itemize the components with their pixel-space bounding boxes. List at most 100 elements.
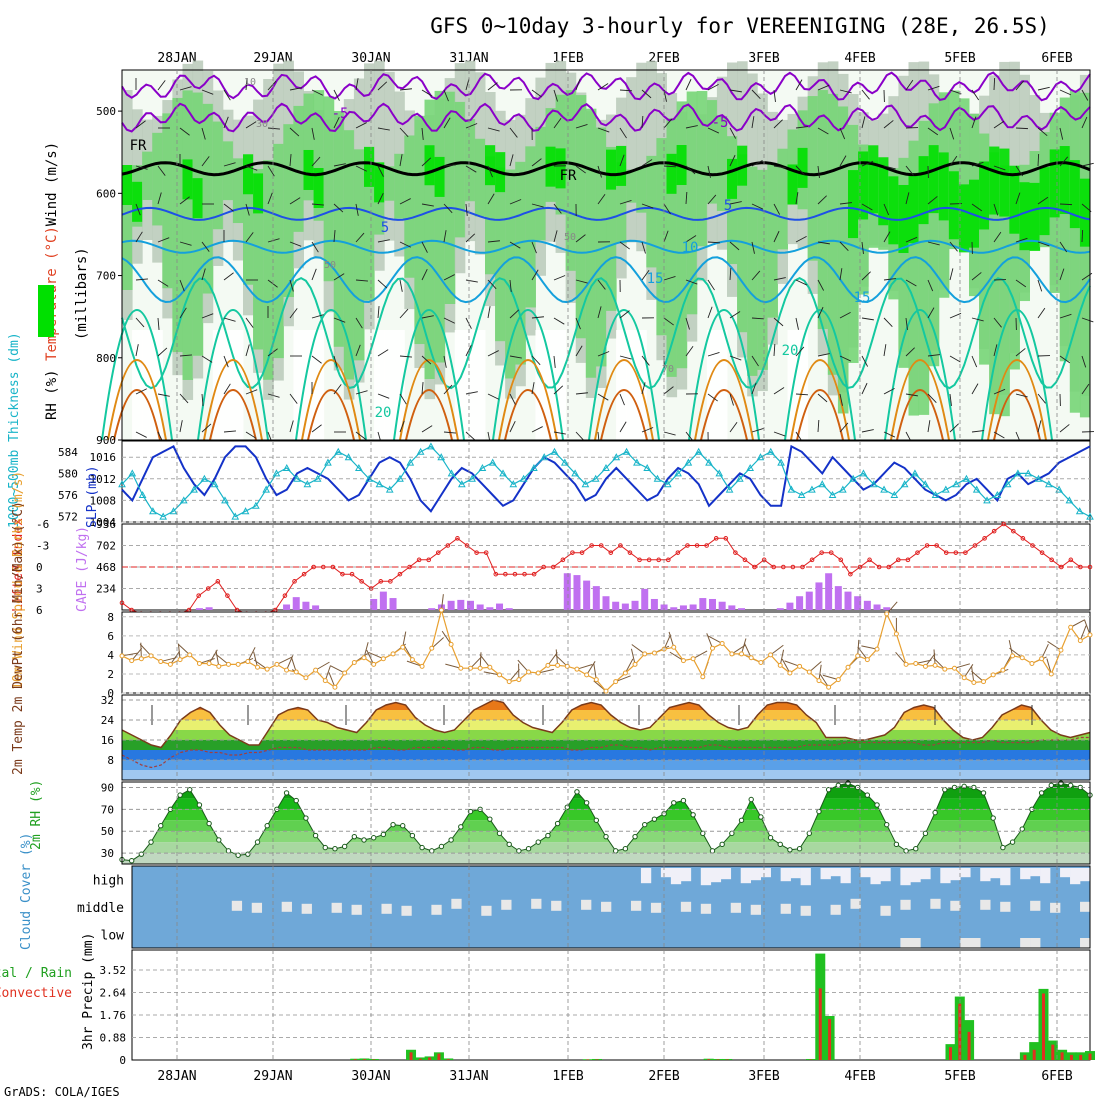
cape-bar bbox=[699, 598, 706, 610]
wind-point bbox=[982, 680, 986, 684]
cape-bar bbox=[612, 602, 619, 610]
rh-point bbox=[1039, 791, 1043, 795]
wind-point bbox=[488, 665, 492, 669]
rh-point bbox=[159, 824, 163, 828]
precip-tick-label: 2.64 bbox=[100, 986, 127, 999]
pressure-tick-label: 700 bbox=[96, 270, 116, 283]
rh-point bbox=[739, 818, 743, 822]
rh-cell bbox=[535, 127, 546, 240]
rh-cell bbox=[959, 184, 970, 252]
cloud-high-gap bbox=[841, 868, 851, 883]
rh-point bbox=[933, 810, 937, 814]
cape-bar bbox=[467, 601, 474, 610]
cloud-low-gap bbox=[1030, 938, 1040, 948]
precip-convective-bar bbox=[1033, 1050, 1036, 1060]
rh-point bbox=[914, 846, 918, 850]
wind-point bbox=[401, 645, 405, 649]
precip-convective-bar bbox=[363, 1059, 366, 1060]
wind-point bbox=[323, 679, 327, 683]
rh-point bbox=[643, 822, 647, 826]
rh-cell bbox=[435, 157, 446, 197]
precip-convective-bar bbox=[968, 1032, 971, 1060]
cloud-level-label: middle bbox=[77, 901, 124, 916]
rh-point bbox=[546, 833, 550, 837]
cloud-mid-gap bbox=[980, 900, 990, 910]
wind-point bbox=[439, 608, 443, 612]
rh-point bbox=[613, 849, 617, 853]
wind-point bbox=[923, 664, 927, 668]
rh-cell bbox=[848, 170, 859, 238]
cloud-high-gap bbox=[1020, 868, 1030, 879]
cape-bar bbox=[283, 604, 290, 610]
rh-cell bbox=[626, 330, 637, 440]
isotherm-label: 5 bbox=[724, 198, 732, 214]
temp-axis-title: 2m Temp 2m DewPt (6hr Min/Max) (°C) bbox=[11, 501, 26, 775]
top-date-label: 3FEB bbox=[748, 51, 779, 66]
wind-point bbox=[623, 671, 627, 675]
cloud-high-gap bbox=[950, 868, 960, 880]
cloud-mid-gap bbox=[1000, 902, 1010, 912]
rh-cell bbox=[455, 102, 466, 237]
rh-point bbox=[604, 834, 608, 838]
lifted-tick-label: -3 bbox=[36, 540, 49, 553]
cape-bar bbox=[390, 598, 397, 610]
rh-tick-label: 90 bbox=[101, 781, 114, 794]
rh-point bbox=[565, 805, 569, 809]
cloud-high-gap bbox=[751, 868, 761, 880]
cloud-mid-gap bbox=[681, 902, 691, 912]
wind-point bbox=[130, 659, 134, 663]
rh-point bbox=[323, 845, 327, 849]
wind-point bbox=[846, 665, 850, 669]
rh-contour-label: 50 bbox=[564, 232, 576, 243]
cloud-mid-gap bbox=[431, 905, 441, 915]
cape-bar bbox=[796, 596, 803, 610]
cape-bar bbox=[690, 604, 697, 610]
cape-bar bbox=[728, 605, 735, 610]
temp-tick-label: 32 bbox=[101, 694, 114, 707]
rh-band bbox=[122, 809, 1090, 820]
rh-cell bbox=[364, 147, 375, 187]
wind-point bbox=[1030, 661, 1034, 665]
wind-point bbox=[817, 679, 821, 683]
temp-band bbox=[122, 695, 1090, 710]
rh-point bbox=[507, 842, 511, 846]
cape-bar bbox=[293, 597, 300, 610]
rh-cell bbox=[233, 330, 244, 440]
rh-point bbox=[894, 842, 898, 846]
rh-point bbox=[1020, 827, 1024, 831]
rh-cell bbox=[636, 167, 647, 212]
temp-tick-label: 8 bbox=[107, 754, 114, 767]
rh-tick-label: 50 bbox=[101, 825, 114, 838]
wind-barb bbox=[1060, 204, 1072, 205]
rh-cell bbox=[717, 330, 728, 440]
cape-bar bbox=[738, 608, 745, 610]
isotherm-label: -5 bbox=[332, 106, 349, 122]
rh-band bbox=[122, 842, 1090, 853]
rh-point bbox=[807, 831, 811, 835]
rh-cell bbox=[777, 149, 788, 250]
bottom-date-label: 29JAN bbox=[253, 1069, 292, 1084]
precip-convective-bar bbox=[828, 1019, 831, 1060]
wind-point bbox=[710, 646, 714, 650]
precip-legend-convective: Convective bbox=[0, 986, 72, 1001]
rh-cell bbox=[384, 330, 395, 440]
rh-point bbox=[991, 816, 995, 820]
cape-axis-title: CAPE (J/kg) bbox=[75, 526, 90, 612]
bottom-date-label: 31JAN bbox=[449, 1069, 488, 1084]
rh-cell bbox=[677, 101, 688, 368]
wind-point bbox=[139, 657, 143, 661]
temp-band bbox=[122, 750, 1090, 760]
cape-tick-label: 702 bbox=[96, 540, 116, 553]
rh-cell bbox=[283, 124, 294, 297]
precip-convective-bar bbox=[437, 1054, 440, 1060]
wind-point bbox=[933, 663, 937, 667]
precip-convective-bar bbox=[447, 1059, 450, 1060]
wind-point bbox=[691, 657, 695, 661]
cloud-high-gap bbox=[870, 868, 880, 884]
rh-cell bbox=[929, 103, 940, 366]
isotherm-label: 15 bbox=[854, 290, 871, 306]
cape-bar bbox=[583, 581, 590, 610]
wind-point bbox=[333, 685, 337, 689]
wind-point bbox=[343, 671, 347, 675]
